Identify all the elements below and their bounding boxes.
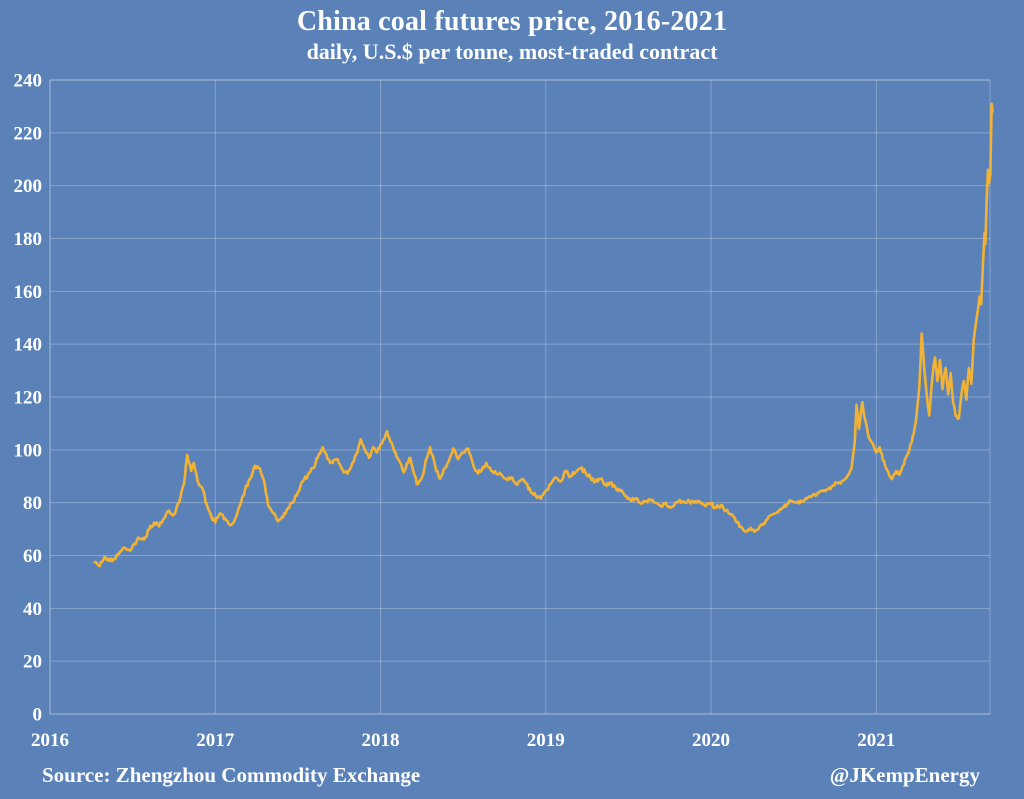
plot-border	[49, 79, 991, 715]
y-tick-label: 140	[14, 335, 43, 356]
x-tick-label: 2020	[692, 730, 730, 751]
y-tick-label: 220	[14, 123, 43, 144]
chart-footer: Source: Zhengzhou Commodity Exchange @JK…	[42, 763, 980, 788]
chart-title: China coal futures price, 2016-2021	[296, 6, 728, 37]
y-tick-label: 40	[23, 599, 42, 620]
y-tick-label: 180	[14, 229, 43, 250]
price-line	[93, 102, 994, 568]
author-handle: @JKempEnergy	[829, 763, 980, 787]
y-tick-label: 20	[23, 652, 42, 673]
x-tick-label: 2018	[362, 730, 400, 751]
x-tick-label: 2019	[527, 730, 565, 751]
y-tick-label: 80	[23, 493, 42, 514]
y-tick-label: 100	[14, 440, 43, 461]
y-tick-label: 160	[14, 282, 43, 303]
y-tick-label: 240	[14, 71, 43, 92]
x-tick-label: 2017	[196, 730, 235, 751]
x-tick-label: 2016	[31, 730, 69, 751]
y-tick-label: 60	[23, 546, 42, 567]
price-line-chart: 0 20 40 60 80 100 120 140 160 180 200 220 240 2016 201…	[14, 71, 994, 751]
y-tick-label: 200	[14, 176, 43, 197]
y-tick-label: 120	[14, 388, 43, 409]
chart-subtitle: daily, U.S.$ per tonne, most-traded cont…	[306, 39, 718, 64]
source-note: Source: Zhengzhou Commodity Exchange	[42, 763, 421, 787]
x-tick-label: 2021	[857, 730, 895, 751]
y-tick-label: 0	[33, 705, 43, 726]
